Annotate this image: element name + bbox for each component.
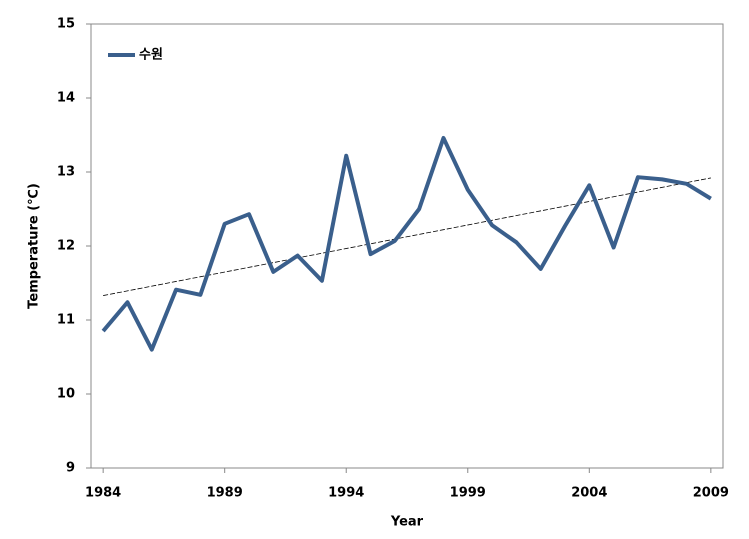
x-axis-label: Year xyxy=(390,515,424,530)
y-tick-label: 9 xyxy=(66,461,75,476)
y-axis-label: Temperature (℃) xyxy=(27,183,42,309)
trend-line xyxy=(103,177,711,296)
y-tick-label: 15 xyxy=(57,17,75,32)
y-tick-label: 12 xyxy=(57,239,75,254)
y-tick-label: 11 xyxy=(57,313,75,328)
data-line xyxy=(101,135,712,352)
y-tick-label: 10 xyxy=(57,387,75,402)
y-tick-label: 13 xyxy=(57,165,75,180)
x-tick-label: 2004 xyxy=(571,486,607,501)
x-tick-label: 2009 xyxy=(693,486,729,501)
x-tick-label: 1984 xyxy=(85,486,121,501)
plot-frame xyxy=(90,23,724,469)
x-tick-label: 1999 xyxy=(450,486,486,501)
x-tick-label: 1989 xyxy=(207,486,243,501)
y-tick-label: 14 xyxy=(57,91,75,106)
x-tick-label: 1994 xyxy=(328,486,364,501)
legend-label: 수원 xyxy=(139,48,163,63)
